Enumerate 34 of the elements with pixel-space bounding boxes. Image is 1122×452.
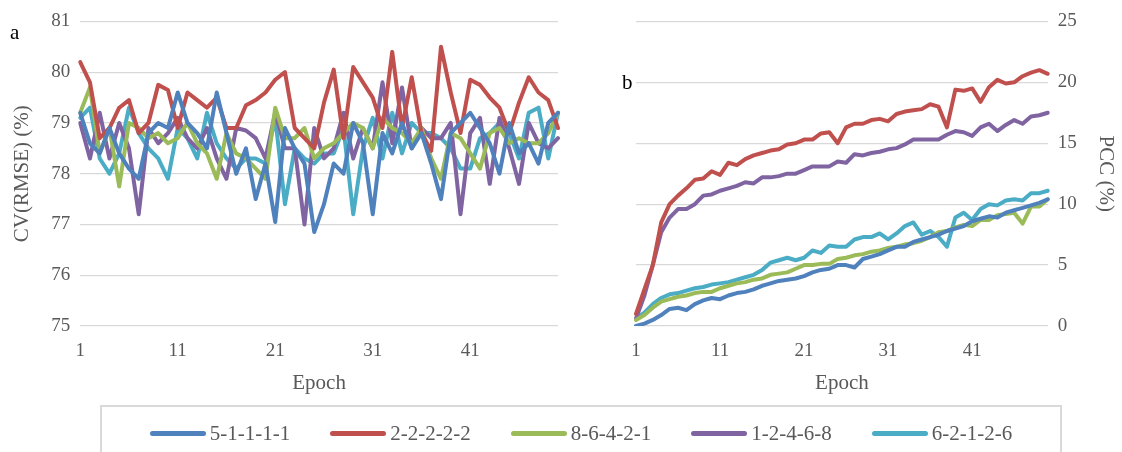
text: b — [622, 70, 633, 95]
y-axis-title: CV(RMSE) (%) — [9, 105, 34, 243]
legend-label: 1-2-4-6-8 — [751, 421, 832, 446]
chart-title: a — [10, 20, 20, 45]
x-tick-label: 21 — [794, 339, 814, 361]
y2-tick-label: 5 — [1057, 253, 1068, 275]
legend-label: 8-6-4-2-1 — [570, 421, 652, 446]
x-tick-label: 31 — [878, 339, 898, 361]
y2-tick-label: 25 — [1057, 9, 1077, 31]
x-tick-label: 11 — [710, 339, 730, 361]
legend-label: 2-2-2-2-2 — [390, 421, 471, 446]
y-tick-label: 78 — [51, 161, 71, 183]
y-tick-label: 76 — [51, 263, 71, 285]
x-tick-label: 1 — [631, 339, 641, 361]
y-tick-label: 81 — [51, 9, 71, 31]
x-tick-label: 41 — [962, 339, 982, 361]
y2-tick-label: 20 — [1057, 70, 1077, 92]
legend-label: 6-2-1-2-6 — [931, 421, 1013, 446]
x-tick-label: 1 — [75, 339, 85, 361]
x-tick-label: 21 — [265, 339, 285, 361]
y2-tick-label: 0 — [1057, 313, 1068, 335]
y-tick-label: 75 — [51, 313, 71, 335]
x-tick-label: 31 — [363, 339, 383, 361]
y2-axis-title: PCC (%) — [1094, 135, 1119, 212]
x-tick-label: 41 — [460, 339, 480, 361]
x-axis-title: Epoch — [292, 369, 347, 394]
x-axis-title: Epoch — [815, 369, 870, 394]
y2-tick-label: 15 — [1057, 131, 1077, 153]
y-tick-label: 80 — [51, 60, 71, 82]
y-tick-label: 79 — [51, 110, 71, 132]
y2-tick-label: 10 — [1057, 192, 1077, 214]
y-tick-label: 77 — [51, 212, 71, 234]
legend-label: 5-1-1-1-1 — [209, 421, 291, 446]
x-tick-label: 11 — [168, 339, 187, 361]
